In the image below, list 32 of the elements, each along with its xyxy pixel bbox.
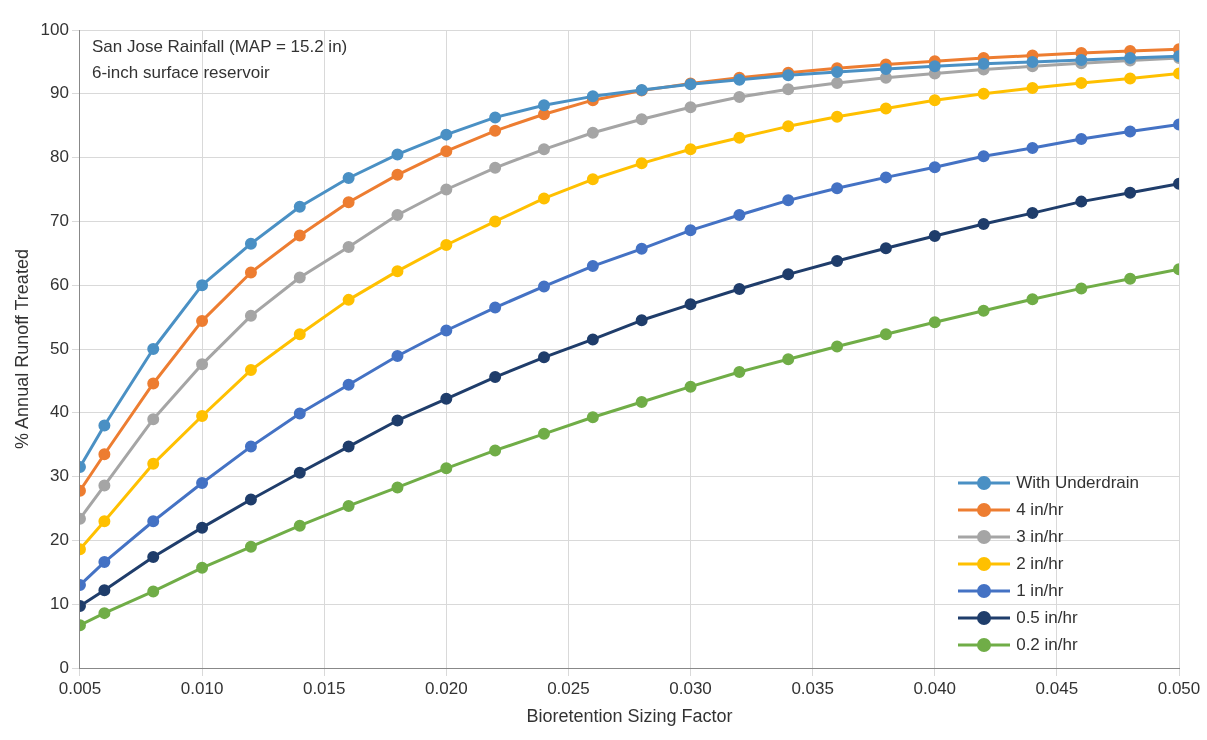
y-tick-label: 30 [50,466,69,486]
legend-label: 3 in/hr [1016,526,1064,548]
y-tick-label: 90 [50,83,69,103]
y-tick-label: 20 [50,530,69,550]
y-tick-label: 60 [50,274,69,294]
x-tick-label: 0.020 [425,678,468,698]
y-tick-label: 100 [40,19,69,39]
y-tick-label: 10 [50,593,69,613]
y-tick-label: 50 [50,338,69,358]
x-tick-label: 0.010 [180,678,224,698]
y-axis-title: % Annual Runoff Treated [11,249,32,449]
legend-label: With Underdrain [1016,472,1139,494]
y-tick-label: 0 [59,657,69,677]
x-axis-title: Bioretention Sizing Factor [526,706,733,727]
x-tick-label: 0.045 [1035,678,1079,698]
x-tick-label: 0.030 [669,678,712,698]
legend-label: 4 in/hr [1016,499,1064,521]
x-tick-label: 0.050 [1157,678,1201,698]
x-tick-label: 0.015 [302,678,346,698]
x-tick-label: 0.035 [791,678,834,698]
x-tick-label: 0.005 [58,678,102,698]
legend-label: 2 in/hr [1016,553,1064,575]
annotation: 6-inch surface reservoir [91,62,271,84]
x-tick-label: 0.040 [913,678,957,698]
legend-label: 0.2 in/hr [1016,634,1078,656]
x-tick-label: 0.025 [547,678,590,698]
legend-label: 1 in/hr [1016,580,1064,602]
annotation: San Jose Rainfall (MAP = 15.2 in) [91,36,348,58]
y-tick-label: 40 [50,402,69,422]
legend-label: 0.5 in/hr [1016,607,1078,629]
y-tick-label: 70 [50,211,69,231]
y-tick-label: 80 [50,147,69,167]
